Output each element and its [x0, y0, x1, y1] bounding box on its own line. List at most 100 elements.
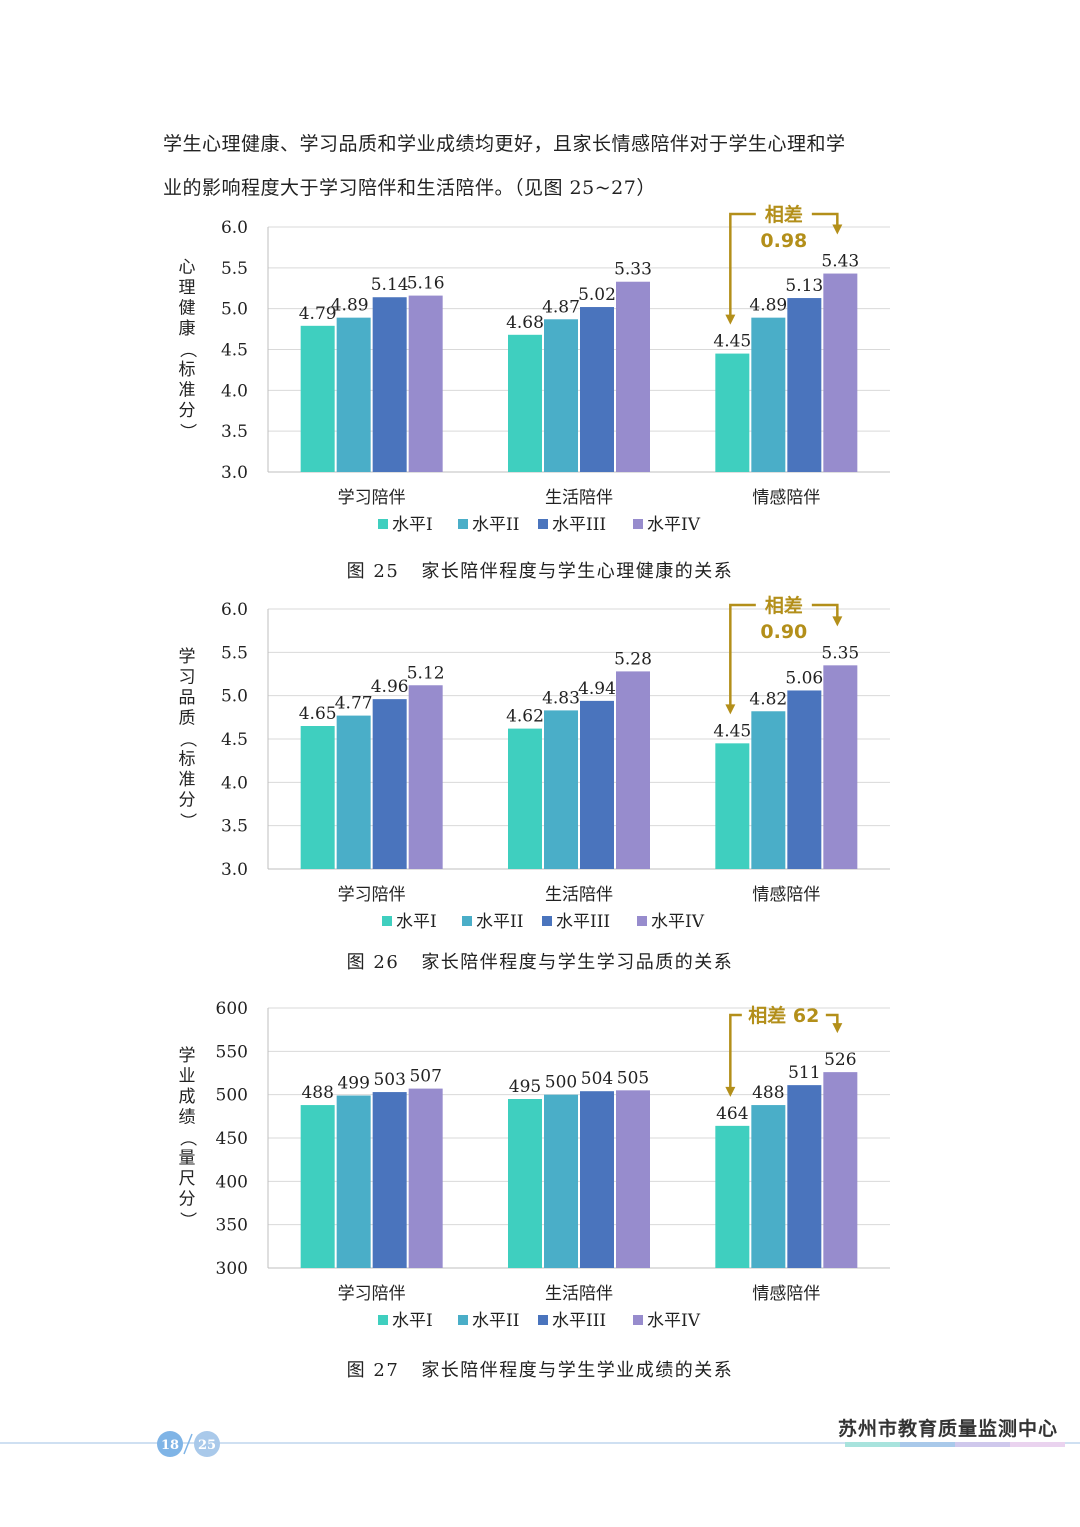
figure-25-caption: 图 25 家长陪伴程度与学生心理健康的关系 [0, 557, 1080, 583]
data-label: 4.62 [506, 707, 544, 727]
bar [751, 317, 786, 472]
annotation-line-right [811, 603, 839, 618]
y-tick-label: 4.5 [221, 730, 248, 750]
data-label: 4.83 [542, 688, 580, 708]
y-tick-label: 5.5 [221, 259, 248, 279]
annotation-arrow-right [832, 616, 843, 627]
figure-26-title: 家长陪伴程度与学生学习品质的关系 [421, 952, 734, 973]
y-tick-label: 4.0 [221, 773, 248, 793]
y-axis-title-char: 分 [179, 791, 196, 811]
figure-26-number: 图 26 [346, 952, 400, 973]
data-label: 4.65 [299, 704, 337, 724]
x-category-label: 学习陪伴 [338, 488, 406, 508]
bar [408, 685, 443, 869]
data-label: 5.12 [407, 663, 445, 683]
legend-swatch [633, 1315, 643, 1325]
bar [372, 699, 407, 869]
bar [715, 353, 750, 472]
legend-label: 水平IV [651, 912, 705, 932]
data-label: 4.89 [331, 296, 369, 316]
bar [715, 1125, 750, 1268]
data-label: 499 [337, 1074, 369, 1094]
data-label: 495 [509, 1077, 541, 1097]
data-label: 5.14 [371, 275, 409, 295]
data-label: 505 [617, 1068, 649, 1088]
annotation-arrow-right [832, 224, 843, 235]
data-label: 5.43 [821, 252, 859, 272]
figure-25-title: 家长陪伴程度与学生心理健康的关系 [421, 561, 734, 582]
y-tick-label: 3.0 [221, 860, 248, 880]
y-axis-title-char: 准 [179, 381, 196, 401]
bar [508, 1099, 542, 1268]
data-label: 4.82 [749, 689, 787, 709]
legend-label: 水平III [552, 515, 606, 535]
chart-figure-27: 600 550 500 450 400 350 300 学业成绩（量尺分） 488 499 503 5… [160, 990, 920, 1340]
chart-26-svg: 6.05.55.04.54.03.53.0学习品质（标准分）4.654.774.… [177, 594, 890, 932]
data-label: 5.35 [821, 643, 859, 663]
figure-25-number: 图 25 [346, 561, 400, 582]
bar [336, 317, 371, 472]
legend-label: 水平III [556, 912, 610, 932]
chart-figure-25: 6.0 5.5 5.0 4.5 4.0 3.5 3.0 心理健康（标准分） 4.79 4.89 5.… [160, 203, 920, 545]
y-axis-title-char: 成 [179, 1087, 196, 1107]
legend-label: 水平II [472, 515, 519, 535]
y-axis-title-char: ） [177, 423, 197, 440]
bar [544, 1094, 578, 1268]
y-axis-title-char: 尺 [179, 1169, 196, 1189]
y-tick-label: 550 [216, 1042, 248, 1062]
y-axis-title-char: 标 [179, 750, 196, 770]
y-axis-title-char: （ [177, 341, 197, 358]
bar [580, 307, 614, 472]
data-label: 4.87 [542, 297, 580, 317]
y-tick-label: 5.0 [221, 687, 248, 707]
legend-label: 水平II [476, 912, 523, 932]
data-label: 503 [373, 1070, 405, 1090]
legend-swatch [538, 519, 548, 529]
legend-label: 水平I [392, 1311, 433, 1331]
legend-label: 水平IV [647, 1311, 701, 1331]
chart-25-svg: 6.05.55.04.54.03.53.0心理健康（标准分）4.794.895.… [177, 203, 890, 535]
annotation-label: 相差 [765, 203, 803, 226]
x-category-label: 生活陪伴 [545, 488, 613, 508]
legend-swatch [378, 519, 388, 529]
y-axis-title-char: 康 [179, 319, 196, 339]
data-label: 504 [581, 1069, 613, 1089]
figure-27-caption: 图 27 家长陪伴程度与学生学业成绩的关系 [0, 1356, 1080, 1382]
data-label: 500 [545, 1073, 577, 1093]
y-axis-title-char: 学 [179, 647, 196, 667]
brand-bar-blue [900, 1442, 955, 1447]
brand-bar-violet [955, 1442, 1010, 1447]
y-axis-title-char: 分 [179, 401, 196, 421]
y-axis-title-char: 品 [179, 688, 196, 708]
legend-label: 水平IV [647, 515, 701, 535]
y-tick-label: 500 [216, 1086, 248, 1106]
x-category-label: 情感陪伴 [752, 885, 820, 905]
bar [787, 298, 822, 472]
bar [336, 1095, 371, 1268]
annotation-line-right [825, 1013, 839, 1025]
data-label: 4.79 [299, 304, 337, 324]
legend-swatch [458, 1315, 468, 1325]
y-tick-label: 4.5 [221, 341, 248, 361]
data-label: 4.94 [578, 679, 616, 699]
page-indicator: 18 25 [157, 1431, 220, 1457]
legend-swatch [378, 1315, 388, 1325]
y-tick-label: 6.0 [221, 600, 248, 620]
bar [372, 297, 407, 472]
legend-swatch [382, 916, 392, 926]
bar [616, 281, 650, 472]
intro-paragraph: 学生心理健康、学习品质和学业成绩均更好，且家长情感陪伴对于学生心理和学 业的影响… [163, 122, 923, 210]
chart-figure-26: 6.0 5.5 5.0 4.5 4.0 3.5 3.0 学习品质（标准分） 4.65 4.77 4.… [160, 588, 920, 933]
page-current: 18 [161, 1438, 179, 1453]
paragraph-line-2: 业的影响程度大于学习陪伴和生活陪伴。（见图 25~27） [163, 177, 656, 199]
y-axis-title-char: ） [177, 813, 197, 830]
annotation-line-left [729, 212, 756, 316]
y-axis-title-char: （ [177, 1130, 197, 1147]
bar [372, 1092, 407, 1268]
bar [715, 743, 750, 869]
annotation-value: 0.90 [760, 621, 807, 643]
y-axis-title-char: ） [177, 1212, 197, 1229]
y-tick-label: 4.0 [221, 381, 248, 401]
y-axis-title-char: 准 [179, 770, 196, 790]
bar [616, 1090, 650, 1268]
